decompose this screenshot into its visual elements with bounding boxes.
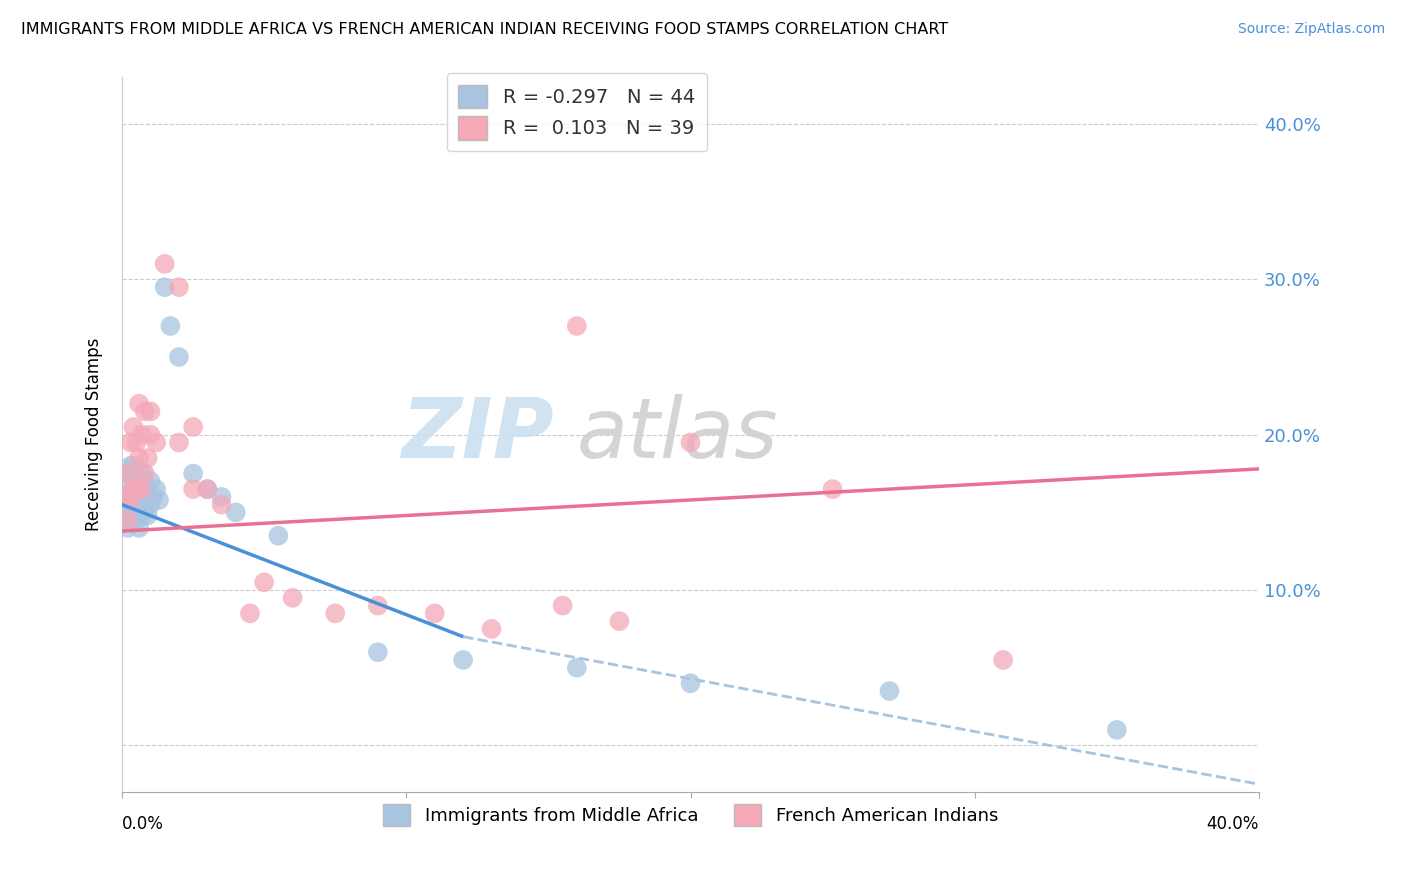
- Point: [211, 498, 233, 512]
- Text: 0.0%: 0.0%: [122, 815, 165, 833]
- Point: [145, 482, 167, 496]
- Point: [125, 435, 148, 450]
- Point: [128, 498, 150, 512]
- Point: [117, 513, 139, 527]
- Point: [139, 498, 162, 512]
- Point: [136, 487, 159, 501]
- Y-axis label: Receiving Food Stamps: Receiving Food Stamps: [86, 338, 103, 532]
- Point: [120, 435, 142, 450]
- Point: [117, 467, 139, 481]
- Point: [136, 508, 159, 523]
- Point: [195, 482, 218, 496]
- Point: [991, 653, 1014, 667]
- Point: [1105, 723, 1128, 737]
- Point: [142, 490, 165, 504]
- Point: [117, 521, 139, 535]
- Point: [281, 591, 304, 605]
- Point: [125, 475, 148, 489]
- Point: [134, 467, 156, 481]
- Point: [565, 661, 588, 675]
- Point: [136, 450, 159, 465]
- Point: [131, 482, 153, 496]
- Point: [120, 513, 142, 527]
- Point: [167, 435, 190, 450]
- Point: [114, 482, 136, 496]
- Text: atlas: atlas: [576, 394, 779, 475]
- Legend: Immigrants from Middle Africa, French American Indians: Immigrants from Middle Africa, French Am…: [375, 797, 1005, 833]
- Point: [128, 477, 150, 491]
- Point: [225, 505, 247, 519]
- Point: [114, 490, 136, 504]
- Point: [128, 450, 150, 465]
- Point: [117, 498, 139, 512]
- Point: [253, 575, 276, 590]
- Point: [481, 622, 503, 636]
- Point: [195, 482, 218, 496]
- Point: [120, 458, 142, 473]
- Point: [139, 475, 162, 489]
- Point: [153, 257, 176, 271]
- Text: 40.0%: 40.0%: [1206, 815, 1258, 833]
- Point: [211, 490, 233, 504]
- Point: [139, 404, 162, 418]
- Point: [565, 318, 588, 333]
- Point: [122, 505, 145, 519]
- Point: [117, 467, 139, 481]
- Point: [139, 427, 162, 442]
- Text: IMMIGRANTS FROM MIDDLE AFRICA VS FRENCH AMERICAN INDIAN RECEIVING FOOD STAMPS CO: IMMIGRANTS FROM MIDDLE AFRICA VS FRENCH …: [21, 22, 948, 37]
- Point: [131, 467, 153, 481]
- Point: [367, 599, 389, 613]
- Text: ZIP: ZIP: [402, 394, 554, 475]
- Point: [267, 529, 290, 543]
- Point: [120, 467, 142, 481]
- Point: [609, 614, 631, 628]
- Point: [120, 492, 142, 507]
- Point: [128, 397, 150, 411]
- Point: [423, 607, 446, 621]
- Point: [114, 505, 136, 519]
- Point: [167, 350, 190, 364]
- Point: [131, 508, 153, 523]
- Point: [134, 502, 156, 516]
- Point: [679, 676, 702, 690]
- Point: [134, 477, 156, 491]
- Point: [125, 482, 148, 496]
- Point: [145, 435, 167, 450]
- Point: [679, 435, 702, 450]
- Point: [148, 492, 170, 507]
- Point: [451, 653, 474, 667]
- Point: [181, 420, 204, 434]
- Text: Source: ZipAtlas.com: Source: ZipAtlas.com: [1237, 22, 1385, 37]
- Point: [821, 482, 844, 496]
- Point: [159, 318, 181, 333]
- Point: [131, 487, 153, 501]
- Point: [367, 645, 389, 659]
- Point: [120, 490, 142, 504]
- Point: [323, 607, 346, 621]
- Point: [551, 599, 574, 613]
- Point: [122, 482, 145, 496]
- Point: [879, 684, 901, 698]
- Point: [131, 427, 153, 442]
- Point: [122, 482, 145, 496]
- Point: [181, 482, 204, 496]
- Point: [239, 607, 262, 621]
- Point: [125, 513, 148, 527]
- Point: [125, 492, 148, 507]
- Point: [181, 467, 204, 481]
- Point: [134, 404, 156, 418]
- Point: [122, 458, 145, 473]
- Point: [128, 521, 150, 535]
- Point: [167, 280, 190, 294]
- Point: [122, 420, 145, 434]
- Point: [153, 280, 176, 294]
